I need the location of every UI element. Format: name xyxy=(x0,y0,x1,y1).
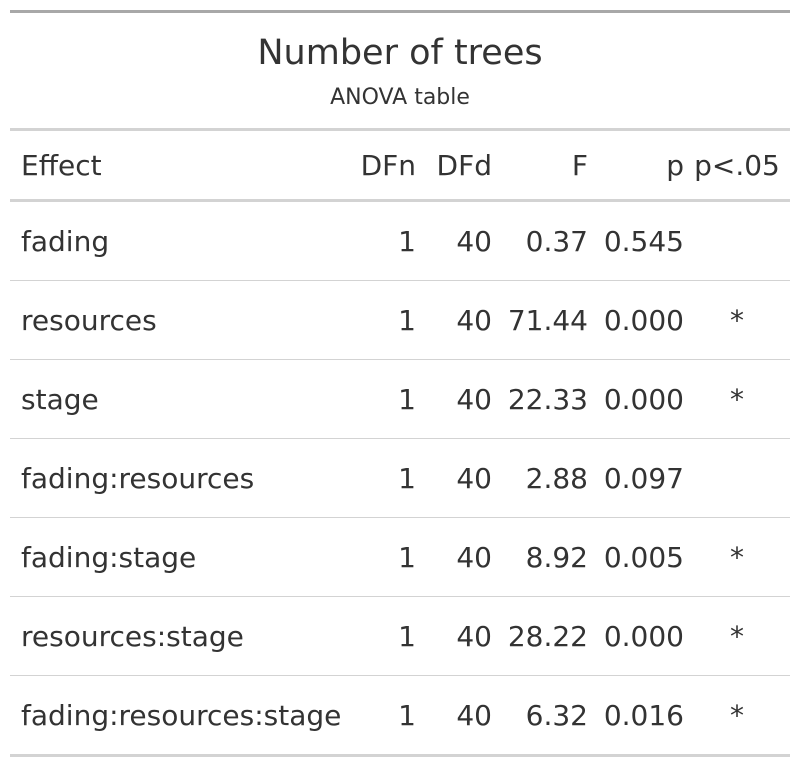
anova-table: Number of trees ANOVA table Effect DFn D… xyxy=(10,10,790,757)
cell-f: 2.88 xyxy=(492,438,588,518)
column-header-significance: p<.05 xyxy=(684,131,790,202)
cell-dfn: 1 xyxy=(346,280,416,360)
heading-rule xyxy=(10,128,790,131)
table-row: fading:resources:stage 1 40 6.32 0.016 * xyxy=(10,675,790,757)
cell-dfd: 40 xyxy=(416,200,492,281)
cell-dfn: 1 xyxy=(346,200,416,281)
cell-dfn: 1 xyxy=(346,359,416,439)
cell-f: 0.37 xyxy=(492,200,588,281)
column-header-dfd: DFd xyxy=(416,131,492,202)
cell-p: 0.000 xyxy=(588,280,684,360)
cell-dfd: 40 xyxy=(416,675,492,757)
cell-p: 0.016 xyxy=(588,675,684,757)
table-row: fading 1 40 0.37 0.545 xyxy=(10,200,790,281)
cell-effect: fading xyxy=(10,200,346,281)
cell-significance: * xyxy=(684,675,790,757)
cell-dfd: 40 xyxy=(416,517,492,597)
top-rule xyxy=(10,10,790,13)
cell-significance: * xyxy=(684,517,790,597)
cell-p: 0.097 xyxy=(588,438,684,518)
table-row: fading:stage 1 40 8.92 0.005 * xyxy=(10,517,790,597)
cell-significance: * xyxy=(684,596,790,676)
cell-f: 28.22 xyxy=(492,596,588,676)
table-row: resources:stage 1 40 28.22 0.000 * xyxy=(10,596,790,676)
cell-effect: resources:stage xyxy=(10,596,346,676)
anova-grid: Effect DFn DFd F p p<.05 fading 1 40 0.3… xyxy=(10,131,790,757)
cell-effect: fading:resources:stage xyxy=(10,675,346,757)
cell-f: 22.33 xyxy=(492,359,588,439)
cell-p: 0.005 xyxy=(588,517,684,597)
table-row: resources 1 40 71.44 0.000 * xyxy=(10,280,790,360)
cell-p: 0.000 xyxy=(588,596,684,676)
column-header-p: p xyxy=(588,131,684,202)
cell-effect: fading:stage xyxy=(10,517,346,597)
header-row: Effect DFn DFd F p p<.05 xyxy=(10,131,790,202)
cell-effect: stage xyxy=(10,359,346,439)
cell-significance: * xyxy=(684,280,790,360)
cell-significance: * xyxy=(684,359,790,439)
column-header-effect: Effect xyxy=(10,131,346,202)
cell-f: 6.32 xyxy=(492,675,588,757)
table-row: stage 1 40 22.33 0.000 * xyxy=(10,359,790,439)
cell-dfn: 1 xyxy=(346,675,416,757)
cell-dfd: 40 xyxy=(416,438,492,518)
cell-effect: fading:resources xyxy=(10,438,346,518)
table-subtitle: ANOVA table xyxy=(330,85,470,110)
cell-dfn: 1 xyxy=(346,596,416,676)
cell-dfd: 40 xyxy=(416,596,492,676)
cell-dfd: 40 xyxy=(416,280,492,360)
cell-significance xyxy=(684,438,790,518)
table-title: Number of trees xyxy=(257,33,543,73)
cell-p: 0.000 xyxy=(588,359,684,439)
cell-p: 0.545 xyxy=(588,200,684,281)
cell-effect: resources xyxy=(10,280,346,360)
cell-f: 71.44 xyxy=(492,280,588,360)
cell-significance xyxy=(684,200,790,281)
column-header-f: F xyxy=(492,131,588,202)
cell-dfn: 1 xyxy=(346,438,416,518)
cell-f: 8.92 xyxy=(492,517,588,597)
column-header-dfn: DFn xyxy=(346,131,416,202)
cell-dfn: 1 xyxy=(346,517,416,597)
table-row: fading:resources 1 40 2.88 0.097 xyxy=(10,438,790,518)
cell-dfd: 40 xyxy=(416,359,492,439)
